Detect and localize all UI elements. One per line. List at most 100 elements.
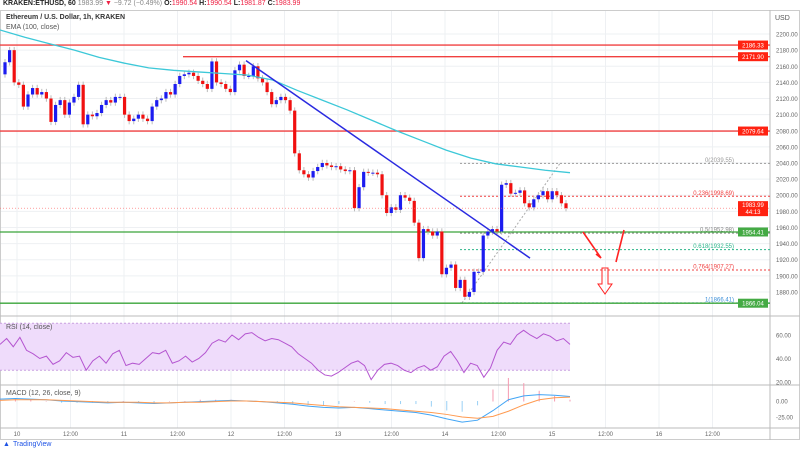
candle bbox=[26, 94, 30, 107]
symbol-header: KRAKEN:ETHUSD, 60 1983.99 ▼ −9.72 (−0.49… bbox=[3, 0, 300, 7]
candle bbox=[490, 229, 495, 232]
candle bbox=[389, 207, 393, 213]
macd-histogram-bar bbox=[353, 401, 355, 402]
candle bbox=[274, 100, 278, 105]
candle bbox=[380, 174, 384, 196]
candle bbox=[283, 96, 288, 101]
price-tick-label: 1960.00 bbox=[776, 226, 798, 232]
price-tick-label: 2040.00 bbox=[776, 162, 798, 168]
candle bbox=[555, 191, 559, 196]
candle bbox=[440, 231, 444, 275]
candle bbox=[127, 114, 131, 122]
candle bbox=[247, 75, 251, 77]
time-tick-label: 11 bbox=[121, 432, 128, 438]
candle bbox=[412, 200, 416, 223]
candle bbox=[302, 170, 306, 175]
fib-level-label: 0(2039.55) bbox=[705, 158, 734, 164]
price-tick-label: 2060.00 bbox=[776, 145, 798, 151]
candle bbox=[463, 279, 467, 297]
high-value: 1990.54 bbox=[206, 0, 232, 7]
candle bbox=[431, 231, 435, 236]
macd-histogram-bar bbox=[323, 401, 325, 406]
price-level-badge bbox=[738, 227, 768, 237]
candle bbox=[444, 267, 449, 275]
time-tick-label: 12 bbox=[228, 432, 235, 438]
candle bbox=[426, 229, 430, 232]
candle bbox=[53, 104, 58, 122]
ema-legend[interactable]: EMA (100, close) bbox=[6, 24, 60, 31]
candle bbox=[385, 195, 389, 213]
macd-histogram-bar bbox=[538, 390, 540, 402]
candle bbox=[136, 114, 140, 119]
candle bbox=[449, 264, 453, 268]
macd-legend[interactable]: MACD (12, 26, close, 9) bbox=[6, 390, 81, 397]
close-label: C: bbox=[267, 0, 276, 7]
candle bbox=[104, 100, 108, 105]
ema-100-line bbox=[0, 29, 571, 174]
symbol[interactable]: KRAKEN:ETHUSD, 60 bbox=[3, 0, 76, 7]
candle bbox=[481, 235, 485, 272]
down-block-arrow-icon bbox=[597, 267, 613, 295]
candle bbox=[118, 96, 122, 98]
rsi-legend[interactable]: RSI (14, close) bbox=[6, 324, 53, 331]
candle bbox=[67, 102, 71, 115]
candle bbox=[95, 113, 99, 117]
current-price-label: 1983.99 bbox=[742, 203, 764, 209]
candle bbox=[224, 84, 228, 89]
candle bbox=[72, 96, 76, 103]
low-value: 1981.87 bbox=[240, 0, 266, 7]
candle bbox=[219, 82, 223, 85]
time-tick-label: 12:00 bbox=[277, 432, 293, 438]
candle bbox=[191, 72, 196, 76]
price-tick-label: 1920.00 bbox=[776, 258, 798, 264]
price-tick-label: 2080.00 bbox=[776, 129, 798, 135]
candle bbox=[187, 72, 191, 75]
candle bbox=[3, 62, 7, 75]
candle bbox=[288, 100, 292, 111]
candle bbox=[366, 171, 370, 173]
macd-histogram-bar bbox=[492, 389, 494, 402]
time-tick-label: 12:00 bbox=[170, 432, 186, 438]
candle bbox=[12, 50, 16, 83]
tradingview-logo-icon: ▲ bbox=[3, 441, 10, 448]
candle bbox=[30, 88, 35, 95]
candle bbox=[35, 88, 39, 95]
candle bbox=[141, 114, 145, 119]
price-tick-label: 1980.00 bbox=[776, 210, 798, 216]
candle bbox=[210, 61, 214, 89]
tradingview-logo[interactable]: ▲ TradingView bbox=[3, 441, 51, 448]
candle bbox=[472, 271, 476, 292]
candle bbox=[325, 163, 329, 166]
candle bbox=[168, 92, 173, 95]
candle bbox=[371, 172, 375, 174]
candle bbox=[513, 192, 518, 194]
price-level-label: 2171.90 bbox=[742, 55, 764, 61]
candle bbox=[403, 195, 407, 198]
candle bbox=[99, 104, 104, 114]
macd-histogram-bar bbox=[30, 399, 32, 402]
price-change: −9.72 (−0.49%) bbox=[113, 0, 163, 7]
candle bbox=[339, 166, 343, 170]
candle bbox=[86, 114, 90, 125]
macd-histogram-bar bbox=[199, 399, 201, 402]
price-level-badge bbox=[738, 126, 768, 136]
price-level-label: 2079.64 bbox=[742, 130, 764, 136]
candle bbox=[316, 167, 320, 172]
fib-level-label: 0.618(1932.55) bbox=[693, 244, 734, 250]
time-tick-label: 12:00 bbox=[598, 432, 614, 438]
candle bbox=[228, 88, 232, 93]
chart-legend-title: Ethereum / U.S. Dollar, 1h, KRAKEN bbox=[6, 14, 126, 21]
price-level-badge bbox=[738, 52, 768, 62]
macd-signal-line bbox=[0, 396, 571, 419]
rsi-tick-label: 60.00 bbox=[776, 334, 792, 340]
macd-histogram-bar bbox=[507, 377, 509, 402]
candle bbox=[214, 61, 219, 83]
candle bbox=[63, 100, 67, 115]
candle bbox=[178, 75, 182, 85]
macd-histogram-bar bbox=[122, 401, 124, 402]
macd-histogram-bar bbox=[415, 401, 417, 405]
candle bbox=[504, 183, 508, 185]
price-tick-label: 1880.00 bbox=[776, 290, 798, 296]
price-tick-label: 1900.00 bbox=[776, 274, 798, 280]
